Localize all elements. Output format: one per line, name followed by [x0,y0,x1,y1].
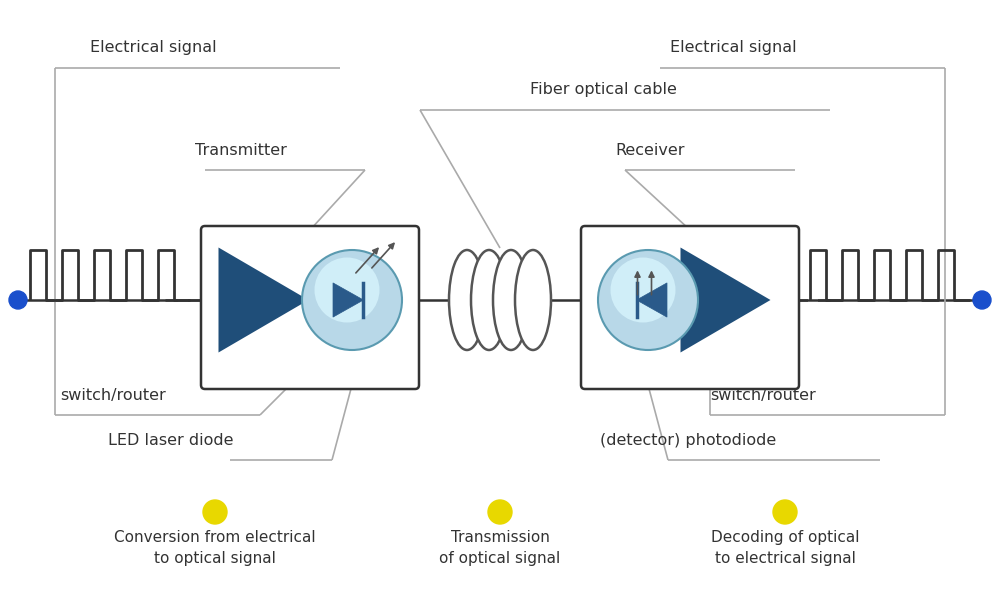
Polygon shape [218,247,308,352]
Circle shape [973,291,991,309]
Ellipse shape [471,250,507,350]
Text: Electrical signal: Electrical signal [670,40,797,55]
Polygon shape [333,283,363,317]
Polygon shape [680,247,770,352]
FancyBboxPatch shape [581,226,799,389]
Circle shape [610,257,676,323]
Text: Transmission
of optical signal: Transmission of optical signal [439,530,561,566]
Text: Fiber optical cable: Fiber optical cable [530,82,677,97]
FancyBboxPatch shape [201,226,419,389]
Text: Decoding of optical
to electrical signal: Decoding of optical to electrical signal [711,530,859,566]
Polygon shape [637,283,667,317]
Circle shape [598,250,698,350]
Text: switch/router: switch/router [710,388,816,403]
Text: Conversion from electrical
to optical signal: Conversion from electrical to optical si… [114,530,316,566]
Text: Electrical signal: Electrical signal [90,40,217,55]
Circle shape [9,291,27,309]
Text: switch/router: switch/router [60,388,166,403]
Text: Receiver: Receiver [615,143,684,158]
Ellipse shape [449,250,485,350]
Ellipse shape [493,250,529,350]
Circle shape [773,500,797,524]
Text: Transmitter: Transmitter [195,143,287,158]
Circle shape [203,500,227,524]
Text: (detector) photodiode: (detector) photodiode [600,433,776,448]
Text: LED laser diode: LED laser diode [108,433,234,448]
Circle shape [302,250,402,350]
Circle shape [314,257,380,323]
Circle shape [488,500,512,524]
Ellipse shape [515,250,551,350]
